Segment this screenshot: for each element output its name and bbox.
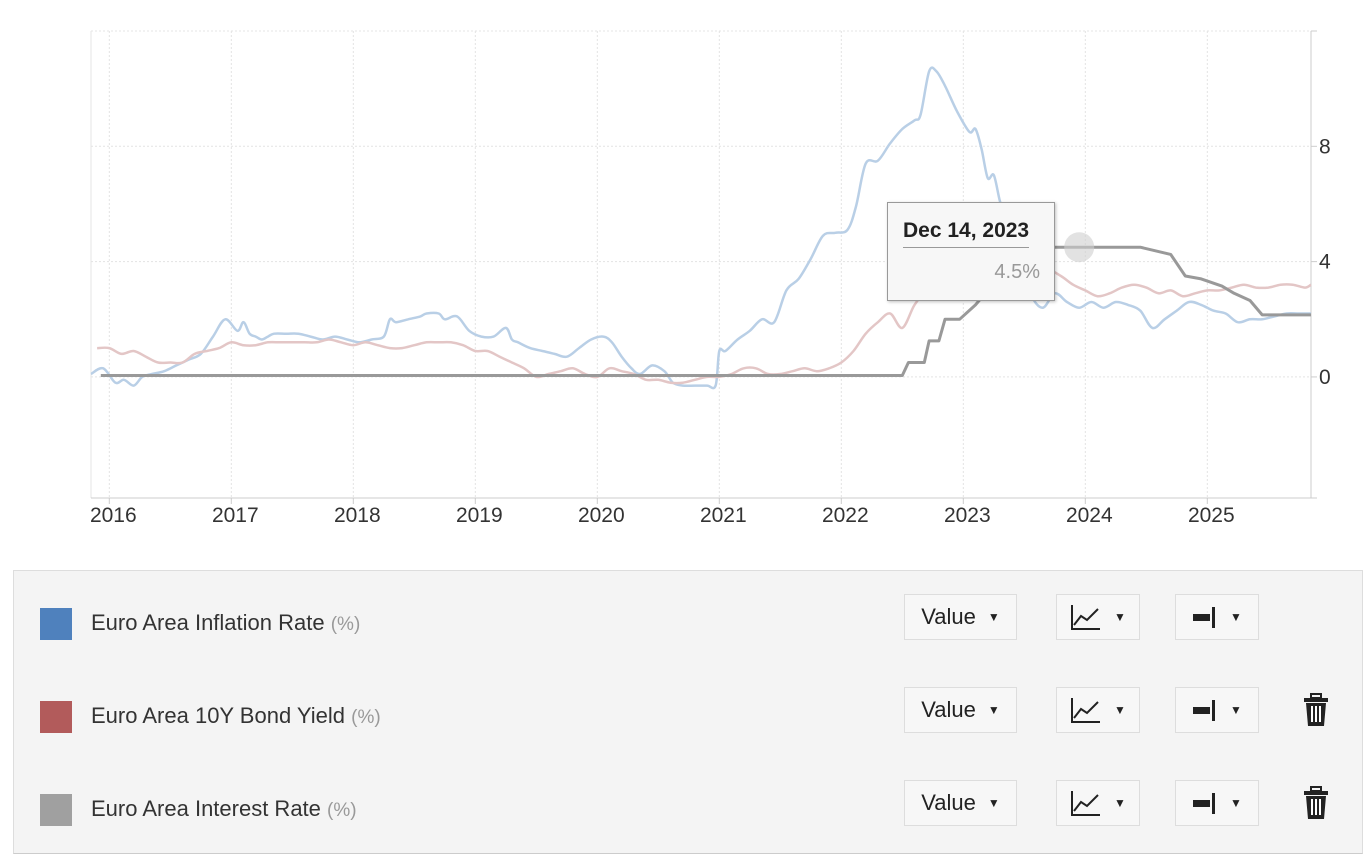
x-tick-label: 2016 bbox=[90, 504, 137, 527]
series-legend-panel: Euro Area Inflation Rate (%) Value ▼ ▼ ▼ … bbox=[13, 570, 1363, 854]
x-tick-label: 2025 bbox=[1188, 504, 1235, 527]
caret-down-icon: ▼ bbox=[1114, 796, 1126, 810]
axis-right-icon bbox=[1193, 700, 1216, 721]
caret-down-icon: ▼ bbox=[987, 796, 1000, 810]
series-unit: (%) bbox=[351, 707, 381, 728]
series-name-text: Euro Area Inflation Rate bbox=[91, 610, 325, 635]
line-chart-icon bbox=[1071, 791, 1101, 816]
chart-series bbox=[90, 66, 1312, 390]
caret-down-icon: ▼ bbox=[987, 703, 1000, 717]
x-tick-label: 2019 bbox=[456, 504, 503, 527]
x-tick-label: 2024 bbox=[1066, 504, 1113, 527]
x-tick-label: 2017 bbox=[212, 504, 259, 527]
line-chart-icon bbox=[1071, 698, 1101, 723]
series-color-swatch[interactable] bbox=[40, 608, 72, 640]
line-chart-icon bbox=[1071, 605, 1101, 630]
chart-axes bbox=[91, 30, 1317, 504]
value-dropdown-label: Value bbox=[921, 604, 976, 629]
x-tick-label: 2022 bbox=[822, 504, 869, 527]
chart-tooltip: Dec 14, 2023 4.5% bbox=[887, 202, 1055, 301]
x-tick-label: 2023 bbox=[944, 504, 991, 527]
series-color-swatch[interactable] bbox=[40, 701, 72, 733]
axis-dropdown-button[interactable]: ▼ bbox=[1175, 594, 1259, 640]
value-dropdown-button[interactable]: Value ▼ bbox=[904, 687, 1017, 733]
legend-row: Euro Area 10Y Bond Yield (%) Value ▼ ▼ ▼ bbox=[14, 687, 1362, 747]
caret-down-icon: ▼ bbox=[1114, 703, 1126, 717]
series-name: Euro Area 10Y Bond Yield (%) bbox=[91, 703, 381, 729]
y-tick-label: 0 bbox=[1319, 366, 1331, 389]
value-dropdown-button[interactable]: Value ▼ bbox=[904, 594, 1017, 640]
series-name: Euro Area Inflation Rate (%) bbox=[91, 610, 360, 636]
hover-point-marker bbox=[1064, 232, 1095, 263]
series-name-text: Euro Area Interest Rate bbox=[91, 796, 321, 821]
series-unit: (%) bbox=[330, 614, 361, 635]
series-unit: (%) bbox=[327, 800, 357, 821]
trash-icon[interactable] bbox=[1303, 693, 1329, 727]
caret-down-icon: ▼ bbox=[1230, 610, 1242, 624]
caret-down-icon: ▼ bbox=[1230, 703, 1242, 717]
series-name-text: Euro Area 10Y Bond Yield bbox=[91, 703, 346, 728]
tooltip-date: Dec 14, 2023 bbox=[903, 219, 1030, 248]
x-tick-label: 2020 bbox=[578, 504, 625, 527]
x-tick-label: 2021 bbox=[700, 504, 747, 527]
series-color-swatch[interactable] bbox=[40, 794, 72, 826]
axis-right-icon bbox=[1193, 607, 1216, 628]
caret-down-icon: ▼ bbox=[987, 610, 1000, 624]
value-dropdown-label: Value bbox=[921, 790, 976, 815]
series-line bbox=[97, 269, 1312, 385]
chart-type-dropdown-button[interactable]: ▼ bbox=[1056, 594, 1140, 640]
series-line bbox=[90, 66, 1311, 390]
chart-grid bbox=[90, 30, 1311, 498]
axis-dropdown-button[interactable]: ▼ bbox=[1175, 780, 1259, 826]
legend-row: Euro Area Inflation Rate (%) Value ▼ ▼ ▼ bbox=[14, 594, 1362, 654]
caret-down-icon: ▼ bbox=[1114, 610, 1126, 624]
chart-tick-labels: 0 4 8 2016 2017 2018 2019 2020 2021 2022 2023 2024 2… bbox=[90, 135, 1331, 527]
tooltip-value: 4.5% bbox=[994, 261, 1040, 283]
y-tick-label: 4 bbox=[1319, 251, 1331, 274]
trash-icon[interactable] bbox=[1303, 786, 1329, 820]
series-name: Euro Area Interest Rate (%) bbox=[91, 796, 357, 822]
chart-type-dropdown-button[interactable]: ▼ bbox=[1056, 687, 1140, 733]
caret-down-icon: ▼ bbox=[1230, 796, 1242, 810]
x-tick-label: 2018 bbox=[334, 504, 381, 527]
y-tick-label: 8 bbox=[1319, 135, 1331, 158]
value-dropdown-label: Value bbox=[921, 697, 976, 722]
axis-dropdown-button[interactable]: ▼ bbox=[1175, 687, 1259, 733]
series-line bbox=[100, 245, 1311, 377]
chart-type-dropdown-button[interactable]: ▼ bbox=[1056, 780, 1140, 826]
axis-right-icon bbox=[1193, 793, 1216, 814]
line-chart: 0 4 8 2016 2017 2018 2019 2020 2021 2022 2023 2024 2… bbox=[90, 30, 1331, 527]
legend-row: Euro Area Interest Rate (%) Value ▼ ▼ ▼ bbox=[14, 780, 1362, 840]
value-dropdown-button[interactable]: Value ▼ bbox=[904, 780, 1017, 826]
